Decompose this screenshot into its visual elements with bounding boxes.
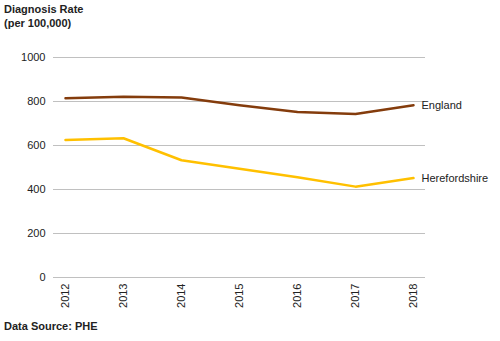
html-text:Diagnosis Rate (per 100,000): Diagnosis Rate (per 100,000) — [4, 3, 84, 29]
svg-text:2016: 2016 — [291, 284, 303, 308]
svg-text:2013: 2013 — [117, 284, 129, 308]
svg-text:2017: 2017 — [349, 284, 361, 308]
svg-text:600: 600 — [27, 139, 45, 151]
svg-text:0: 0 — [39, 271, 45, 283]
svg-text:400: 400 — [27, 183, 45, 195]
svg-text:2015: 2015 — [233, 284, 245, 308]
svg-text:200: 200 — [27, 227, 45, 239]
svg-text:2014: 2014 — [175, 284, 187, 308]
svg-text:Herefordshire: Herefordshire — [422, 172, 489, 184]
svg-text:800: 800 — [27, 95, 45, 107]
svg-text:2018: 2018 — [407, 284, 419, 308]
svg-text:1000: 1000 — [21, 51, 45, 63]
svg-text:England: England — [422, 99, 462, 111]
html-text:Data Source: PHE: Data Source: PHE — [4, 320, 98, 332]
svg-text:2012: 2012 — [59, 284, 71, 308]
